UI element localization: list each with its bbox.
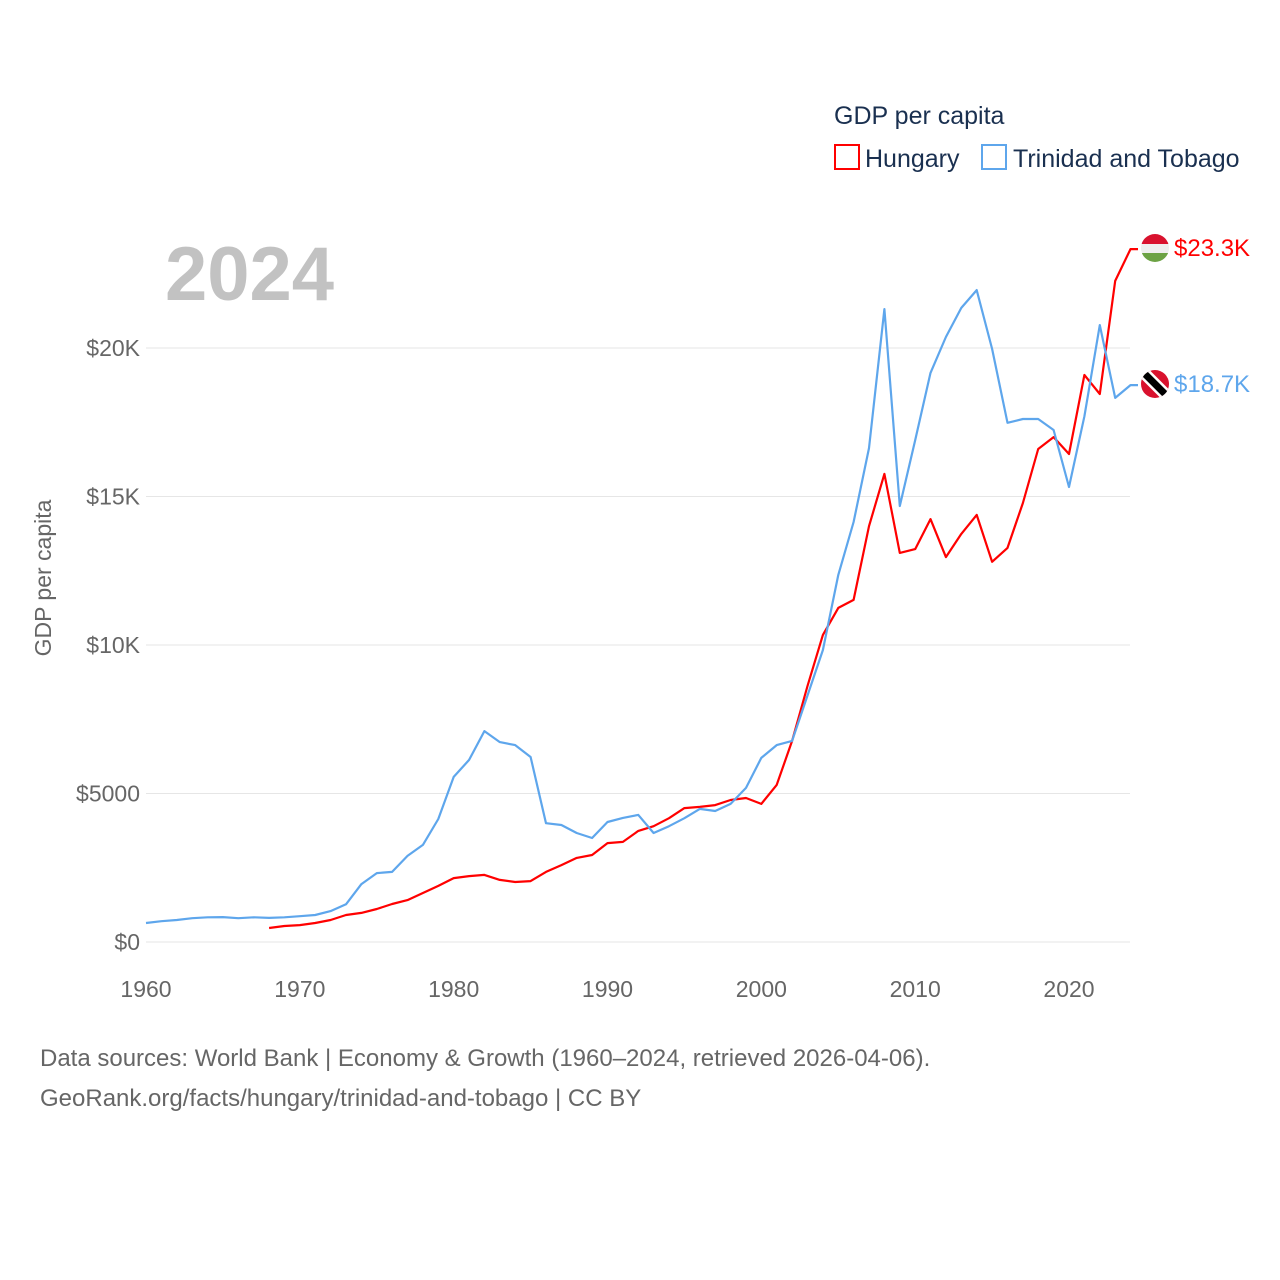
trinidad-and-tobago-flag-icon	[1141, 370, 1169, 398]
legend-item-hungary[interactable]: Hungary	[834, 144, 960, 173]
end-label-hungary: $23.3K	[1174, 235, 1250, 262]
x-tick-label: 2000	[736, 976, 787, 1002]
y-tick-label: $20K	[86, 335, 140, 361]
x-tick-label: 1970	[274, 976, 325, 1002]
legend-swatch-trinidad	[981, 144, 1007, 170]
y-tick-label: $0	[114, 929, 140, 955]
x-tick-label: 2010	[890, 976, 941, 1002]
x-tick-label: 1990	[582, 976, 633, 1002]
legend-item-trinidad[interactable]: Trinidad and Tobago	[981, 144, 1240, 173]
y-tick-label: $10K	[86, 632, 140, 658]
x-tick-label: 1960	[120, 976, 171, 1002]
series-line-hungary	[268, 248, 1138, 930]
x-tick-label: 1980	[428, 976, 479, 1002]
year-label: 2024	[165, 232, 334, 317]
footer-link[interactable]: GeoRank.org/facts/hungary/trinidad-and-t…	[40, 1085, 642, 1112]
legend-label-trinidad: Trinidad and Tobago	[1013, 145, 1240, 173]
series-line-trinidad-and-tobago	[145, 289, 1138, 925]
y-axis-label: GDP per capita	[30, 499, 56, 656]
y-tick-label: $15K	[86, 484, 140, 510]
x-tick-label: 2020	[1043, 976, 1094, 1002]
end-label-trinidad: $18.7K	[1174, 371, 1250, 398]
footer-sources: Data sources: World Bank | Economy & Gro…	[40, 1045, 931, 1072]
hungary-flag-icon	[1141, 234, 1169, 262]
legend-title: GDP per capita	[834, 102, 1005, 130]
y-tick-label: $5000	[76, 781, 140, 807]
legend-label-hungary: Hungary	[865, 145, 960, 173]
legend-swatch-hungary	[834, 144, 860, 170]
